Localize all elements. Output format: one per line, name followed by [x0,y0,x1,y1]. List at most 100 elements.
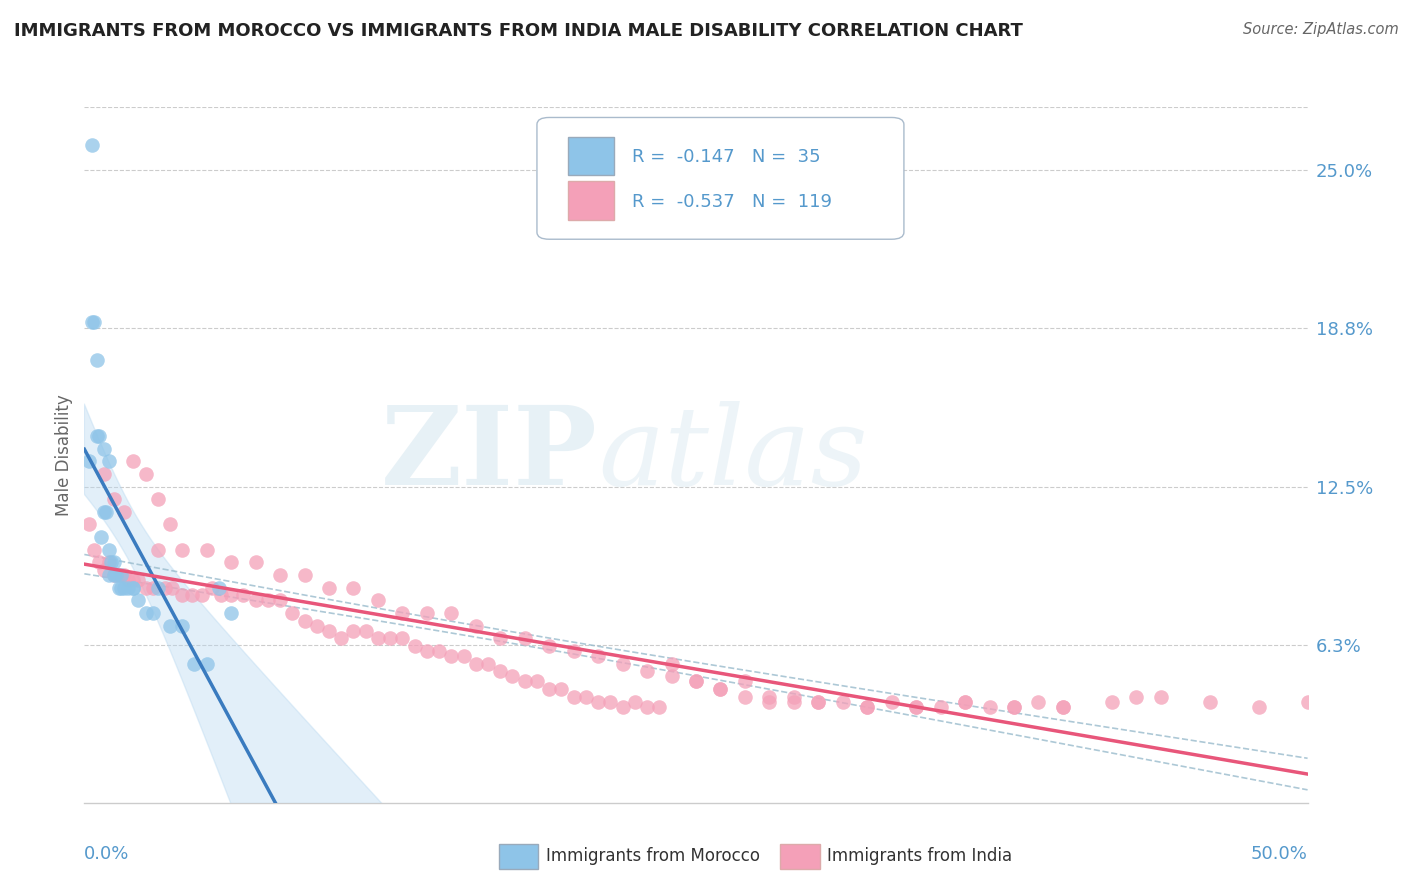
Point [661,669,683,683]
Point [1002,699,1025,714]
Point [330,632,353,646]
Point [831,695,853,709]
Point [905,699,928,714]
Point [1247,699,1270,714]
Point [1125,690,1147,704]
Point [1052,699,1074,714]
Point [87,429,110,443]
Point [367,593,389,607]
Point [464,657,486,671]
Point [97,568,120,582]
Point [599,695,621,709]
Text: R =  -0.537   N =  119: R = -0.537 N = 119 [633,193,832,211]
Point [342,581,364,595]
Point [342,624,364,638]
FancyBboxPatch shape [568,137,614,175]
Point [575,690,598,704]
Point [105,568,128,582]
Point [191,588,214,602]
Point [294,614,316,628]
Point [807,695,830,709]
Point [281,606,304,620]
Text: ZIP: ZIP [381,401,598,508]
Point [103,556,125,570]
Point [135,581,157,595]
Point [624,695,647,709]
Point [807,695,830,709]
Point [159,618,181,632]
Point [979,699,1001,714]
Point [103,568,125,582]
Text: Immigrants from Morocco: Immigrants from Morocco [546,847,759,865]
Point [953,695,976,709]
Point [856,699,879,714]
Point [200,581,222,595]
Point [183,657,205,671]
Point [86,353,108,368]
Point [93,442,115,456]
Point [195,657,218,671]
Point [93,563,115,577]
Point [513,632,536,646]
Point [97,556,120,570]
Point [294,568,316,582]
Point [112,505,135,519]
Point [135,606,157,620]
Point [146,581,169,595]
Point [661,657,683,671]
Point [427,644,450,658]
Point [110,581,132,595]
Point [107,568,129,582]
Point [83,315,105,329]
Point [83,542,105,557]
Point [209,588,232,602]
Point [440,648,463,663]
Point [162,581,184,595]
Point [96,505,118,519]
Text: IMMIGRANTS FROM MOROCCO VS IMMIGRANTS FROM INDIA MALE DISABILITY CORRELATION CHA: IMMIGRANTS FROM MOROCCO VS IMMIGRANTS FR… [14,22,1024,40]
Point [709,681,731,696]
Point [562,644,585,658]
Point [734,690,756,704]
Point [636,699,658,714]
Point [416,644,439,658]
Point [112,581,135,595]
Point [636,665,658,679]
Point [538,681,561,696]
Point [159,517,181,532]
Point [117,581,139,595]
Point [880,695,903,709]
Point [146,492,169,507]
Point [416,606,439,620]
Text: R =  -0.147   N =  35: R = -0.147 N = 35 [633,148,821,166]
Point [110,568,132,582]
Point [122,581,145,595]
Point [172,588,194,602]
Point [464,618,486,632]
Point [87,556,110,570]
Point [856,699,879,714]
Point [685,674,707,689]
Point [232,588,254,602]
Point [586,648,609,663]
Point [526,674,548,689]
Point [905,699,928,714]
Point [612,699,634,714]
Point [219,606,242,620]
Point [122,454,145,468]
Point [172,618,194,632]
Point [380,632,402,646]
Point [1198,695,1220,709]
Point [245,593,267,607]
Point [219,556,242,570]
Point [734,674,756,689]
Point [513,674,536,689]
Point [538,639,561,653]
Point [142,581,165,595]
Point [550,681,572,696]
Point [257,593,280,607]
Point [783,690,806,704]
Text: 0.0%: 0.0% [84,845,129,863]
Point [112,568,135,582]
Point [612,657,634,671]
